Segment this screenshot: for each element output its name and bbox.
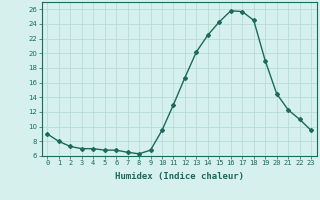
X-axis label: Humidex (Indice chaleur): Humidex (Indice chaleur) — [115, 172, 244, 181]
